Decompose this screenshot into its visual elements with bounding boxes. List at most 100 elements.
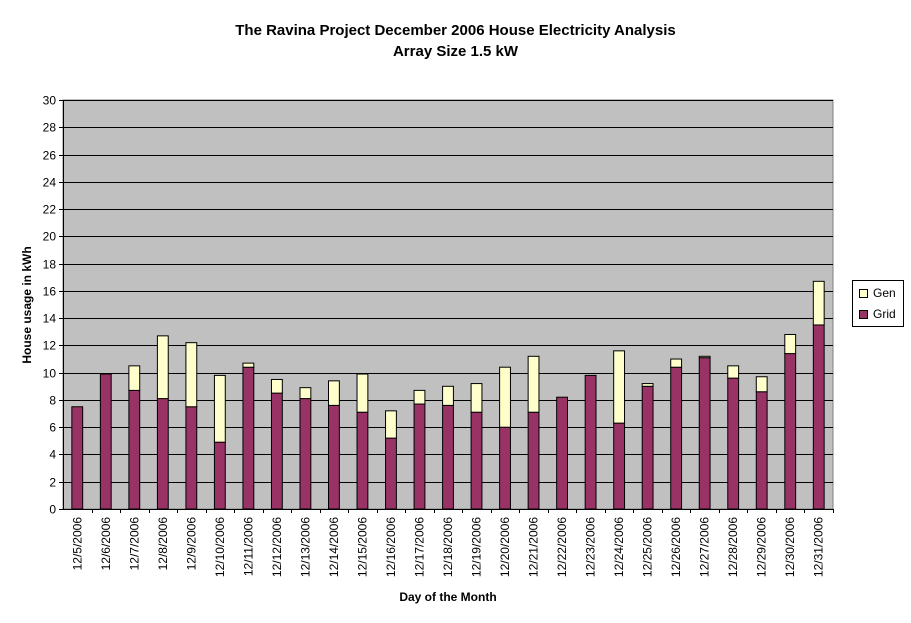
legend-swatch-grid (859, 309, 868, 319)
bar-grid-23 (698, 357, 711, 510)
bar-gen-20 (613, 350, 626, 424)
x-tick-label: 12/7/2006 (127, 517, 141, 571)
bar-gen-27 (812, 280, 825, 326)
bar-gen-3 (128, 365, 141, 391)
bar-gen-4 (156, 335, 169, 400)
x-tick-label: 12/15/2006 (355, 517, 369, 577)
legend-label-gen: Gen (873, 286, 896, 300)
y-tick-label: 18 (43, 258, 57, 272)
bar-grid-18 (556, 396, 568, 510)
bar-gen-7 (242, 362, 255, 368)
bar-gen-25 (755, 376, 768, 393)
bar-gen-8 (270, 378, 283, 394)
x-tick-label: 12/24/2006 (612, 517, 626, 577)
legend-swatch-gen (859, 288, 868, 298)
bar-gen-17 (527, 355, 540, 413)
bar-grid-25 (755, 391, 768, 510)
y-tick-label: 6 (49, 421, 56, 435)
y-tick-label: 10 (43, 367, 57, 381)
bar-gen-11 (356, 373, 369, 413)
x-tick-label: 12/16/2006 (384, 517, 398, 577)
x-tick-label: 12/10/2006 (213, 517, 227, 577)
x-tick-label: 12/17/2006 (412, 517, 426, 577)
bar-grid-2 (99, 373, 112, 510)
x-tick-label: 12/23/2006 (584, 517, 598, 577)
x-tick-label: 12/9/2006 (184, 517, 198, 571)
x-tick-label: 12/25/2006 (641, 517, 655, 577)
x-tick-label: 12/6/2006 (99, 517, 113, 571)
x-axis-title: Day of the Month (399, 590, 496, 604)
x-tick-label: 12/29/2006 (755, 517, 769, 577)
x-tick-label: 12/19/2006 (470, 517, 484, 577)
bar-gen-21 (641, 383, 654, 387)
bar-gen-26 (784, 333, 797, 355)
y-tick-label: 28 (43, 121, 57, 135)
bar-grid-26 (784, 353, 797, 510)
y-tick-label: 4 (49, 448, 56, 462)
bar-grid-4 (156, 398, 169, 510)
bar-grid-14 (442, 404, 454, 510)
bar-gen-12 (385, 410, 397, 439)
x-tick-label: 12/20/2006 (498, 517, 512, 577)
x-tick-label: 12/27/2006 (698, 517, 712, 577)
legend: Gen Grid (852, 280, 904, 327)
bar-gen-9 (299, 387, 312, 400)
y-tick-label: 26 (43, 149, 57, 163)
x-tick-label: 12/18/2006 (441, 517, 455, 577)
y-tick-label: 20 (43, 230, 57, 244)
bar-grid-1 (71, 406, 84, 510)
bar-grid-21 (641, 385, 654, 510)
bar-grid-16 (499, 426, 511, 510)
bar-gen-5 (185, 342, 198, 408)
x-tick-label: 12/22/2006 (555, 517, 569, 577)
bar-gen-22 (670, 358, 683, 368)
y-tick-label: 8 (49, 394, 56, 408)
bar-gen-6 (213, 374, 226, 443)
bar-grid-9 (299, 398, 312, 510)
bar-grid-20 (613, 422, 626, 510)
x-tick-label: 12/14/2006 (327, 517, 341, 577)
legend-item-gen: Gen (859, 285, 896, 301)
bar-grid-15 (470, 411, 483, 510)
y-tick-label: 14 (43, 312, 57, 326)
bar-gen-15 (470, 383, 483, 413)
bar-grid-19 (584, 374, 597, 510)
x-tick-label: 12/26/2006 (669, 517, 683, 577)
legend-label-grid: Grid (873, 307, 896, 321)
x-tick-label: 12/21/2006 (527, 517, 541, 577)
x-tick-label: 12/5/2006 (70, 517, 84, 571)
bar-grid-17 (527, 411, 540, 510)
legend-item-grid: Grid (859, 306, 896, 322)
bar-grid-22 (670, 366, 683, 510)
y-tick-label: 12 (43, 339, 57, 353)
y-tick-label: 24 (43, 176, 57, 190)
bar-gen-13 (413, 389, 426, 405)
x-tick-label: 12/11/2006 (241, 517, 255, 576)
bar-gen-10 (328, 380, 340, 406)
bar-grid-7 (242, 366, 255, 510)
bar-grid-11 (356, 411, 369, 510)
bar-grid-5 (185, 406, 198, 510)
x-tick-label: 12/8/2006 (156, 517, 170, 571)
y-tick-label: 22 (43, 203, 57, 217)
y-axis-title: House usage in kWh (20, 246, 34, 363)
bar-gen-24 (727, 365, 740, 379)
bar-gen-23 (698, 355, 711, 359)
bar-grid-24 (727, 377, 740, 510)
bar-grid-12 (385, 437, 397, 510)
bar-grid-27 (812, 324, 825, 510)
bar-grid-3 (128, 389, 141, 510)
y-tick-label: 16 (43, 285, 57, 299)
y-tick-label: 0 (49, 503, 56, 517)
x-tick-label: 12/31/2006 (812, 517, 826, 577)
chart-title: The Ravina Project December 2006 House E… (235, 22, 676, 39)
bar-gen-14 (442, 385, 454, 406)
x-tick-label: 12/28/2006 (726, 517, 740, 577)
y-tick-label: 30 (43, 94, 57, 108)
bar-grid-13 (413, 403, 426, 510)
y-tick-label: 2 (49, 476, 56, 490)
bar-grid-6 (213, 441, 226, 510)
x-tick-label: 12/12/2006 (270, 517, 284, 577)
bar-grid-8 (270, 392, 283, 510)
